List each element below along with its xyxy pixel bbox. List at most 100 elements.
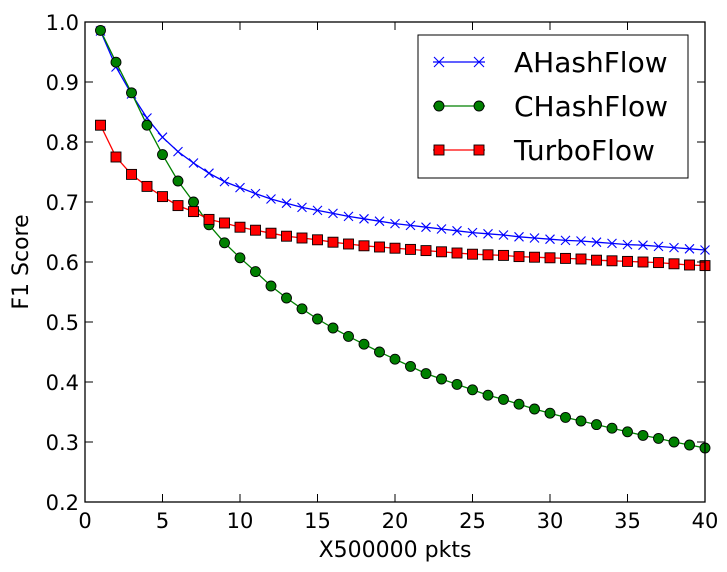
y-axis-label: F1 Score: [9, 214, 34, 309]
data-point: [250, 266, 261, 278]
legend-marker: [433, 144, 445, 156]
legend-label: AHashFlow: [514, 46, 668, 79]
data-point: [544, 252, 556, 264]
x-tick-label: 25: [459, 509, 486, 533]
data-point: [560, 411, 571, 423]
data-point: [606, 255, 618, 267]
data-point: [173, 146, 183, 157]
data-point: [467, 248, 478, 260]
data-point: [358, 240, 370, 252]
data-point: [219, 217, 230, 229]
data-point: [637, 256, 649, 268]
data-point: [420, 245, 432, 257]
data-point: [576, 236, 586, 246]
data-point: [405, 220, 416, 231]
data-point: [669, 242, 679, 253]
data-point: [126, 168, 137, 180]
legend-label: TurboFlow: [513, 134, 655, 167]
data-point: [653, 241, 664, 252]
data-point: [421, 222, 431, 233]
x-axis-label: X500000 pkts: [319, 538, 472, 563]
series-turboflow: [95, 119, 711, 272]
data-point: [296, 232, 308, 244]
data-point: [668, 436, 680, 448]
series-line: [99, 30, 706, 449]
data-point: [405, 243, 416, 255]
data-point: [281, 198, 292, 209]
data-point: [141, 180, 153, 192]
data-point: [498, 393, 509, 405]
data-point: [483, 228, 493, 239]
data-point: [250, 188, 261, 199]
data-point: [157, 149, 168, 161]
data-point: [467, 384, 478, 396]
data-point: [219, 237, 230, 249]
data-point: [653, 432, 664, 444]
legend-marker: [433, 56, 445, 68]
data-point: [544, 407, 556, 419]
data-point: [281, 230, 292, 242]
data-point: [110, 151, 122, 163]
data-point: [296, 303, 308, 315]
data-point: [95, 24, 106, 36]
series-layer: [95, 24, 711, 454]
data-point: [312, 205, 323, 216]
data-point: [560, 252, 571, 264]
data-point: [436, 246, 447, 258]
data-point: [297, 202, 307, 213]
data-point: [529, 403, 540, 415]
data-point: [467, 227, 478, 238]
data-point: [312, 313, 323, 325]
x-tick-label: 0: [78, 509, 91, 533]
y-tick-label: 0.2: [46, 491, 79, 515]
data-point: [203, 213, 215, 225]
data-point: [188, 196, 199, 208]
data-point: [327, 322, 339, 334]
data-point: [684, 439, 695, 451]
legend: AHashFlow CHashFlow TurboFlow: [417, 34, 689, 179]
data-point: [219, 176, 230, 187]
data-point: [452, 225, 462, 236]
legend-marker: [433, 100, 445, 112]
y-tick-label: 0.7: [46, 191, 79, 215]
data-point: [436, 224, 447, 234]
x-tick-label: 10: [227, 509, 254, 533]
data-point: [157, 132, 168, 143]
data-point: [235, 182, 245, 193]
data-point: [482, 389, 494, 401]
data-point: [653, 257, 664, 269]
data-point: [374, 241, 385, 253]
data-point: [622, 239, 633, 250]
y-tick-label: 0.6: [46, 251, 79, 275]
data-point: [575, 253, 587, 265]
data-point: [343, 211, 354, 222]
data-point: [529, 233, 540, 243]
data-point: [545, 234, 555, 245]
data-point: [684, 259, 695, 271]
data-point: [684, 243, 695, 254]
data-point: [591, 419, 602, 431]
data-point: [513, 251, 525, 263]
data-point: [157, 191, 168, 203]
data-point: [607, 238, 617, 249]
data-point: [591, 237, 602, 248]
data-point: [358, 338, 370, 350]
data-point: [95, 119, 106, 131]
x-tick-label: 5: [156, 509, 169, 533]
data-point: [374, 216, 385, 227]
data-point: [498, 230, 509, 240]
data-point: [389, 353, 401, 365]
y-tick-label: 0.3: [46, 431, 79, 455]
y-tick-label: 0.4: [46, 371, 79, 395]
data-point: [638, 240, 648, 251]
data-point: [606, 422, 618, 434]
data-point: [482, 249, 494, 261]
legend-entry: AHashFlow: [433, 46, 668, 79]
legend-marker: [473, 100, 485, 112]
x-tick-label: 30: [537, 509, 564, 533]
data-point: [328, 208, 338, 219]
data-point: [451, 378, 463, 390]
series-line: [99, 124, 706, 267]
data-point: [560, 235, 571, 246]
